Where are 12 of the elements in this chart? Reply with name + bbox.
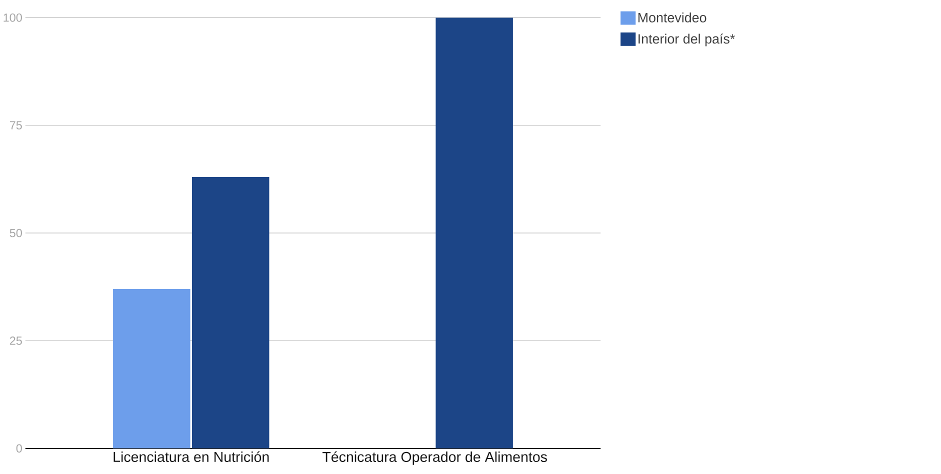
legend-label: Montevideo [638,12,706,22]
x-tick-label: Técnicatura Operador de Alimentos [322,451,547,465]
x-tick-label: Licenciatura en Nutrición [114,451,269,462]
y-tick-label: 100 [4,13,22,22]
bar [192,176,270,448]
bar [436,17,513,448]
bar [113,288,190,448]
y-tick-label: 50 [10,228,22,237]
y-tick-label: 0 [16,444,22,452]
legend-label: Interior del país* [638,33,735,46]
y-tick-label: 75 [10,121,22,130]
y-tick-label: 25 [10,336,22,345]
